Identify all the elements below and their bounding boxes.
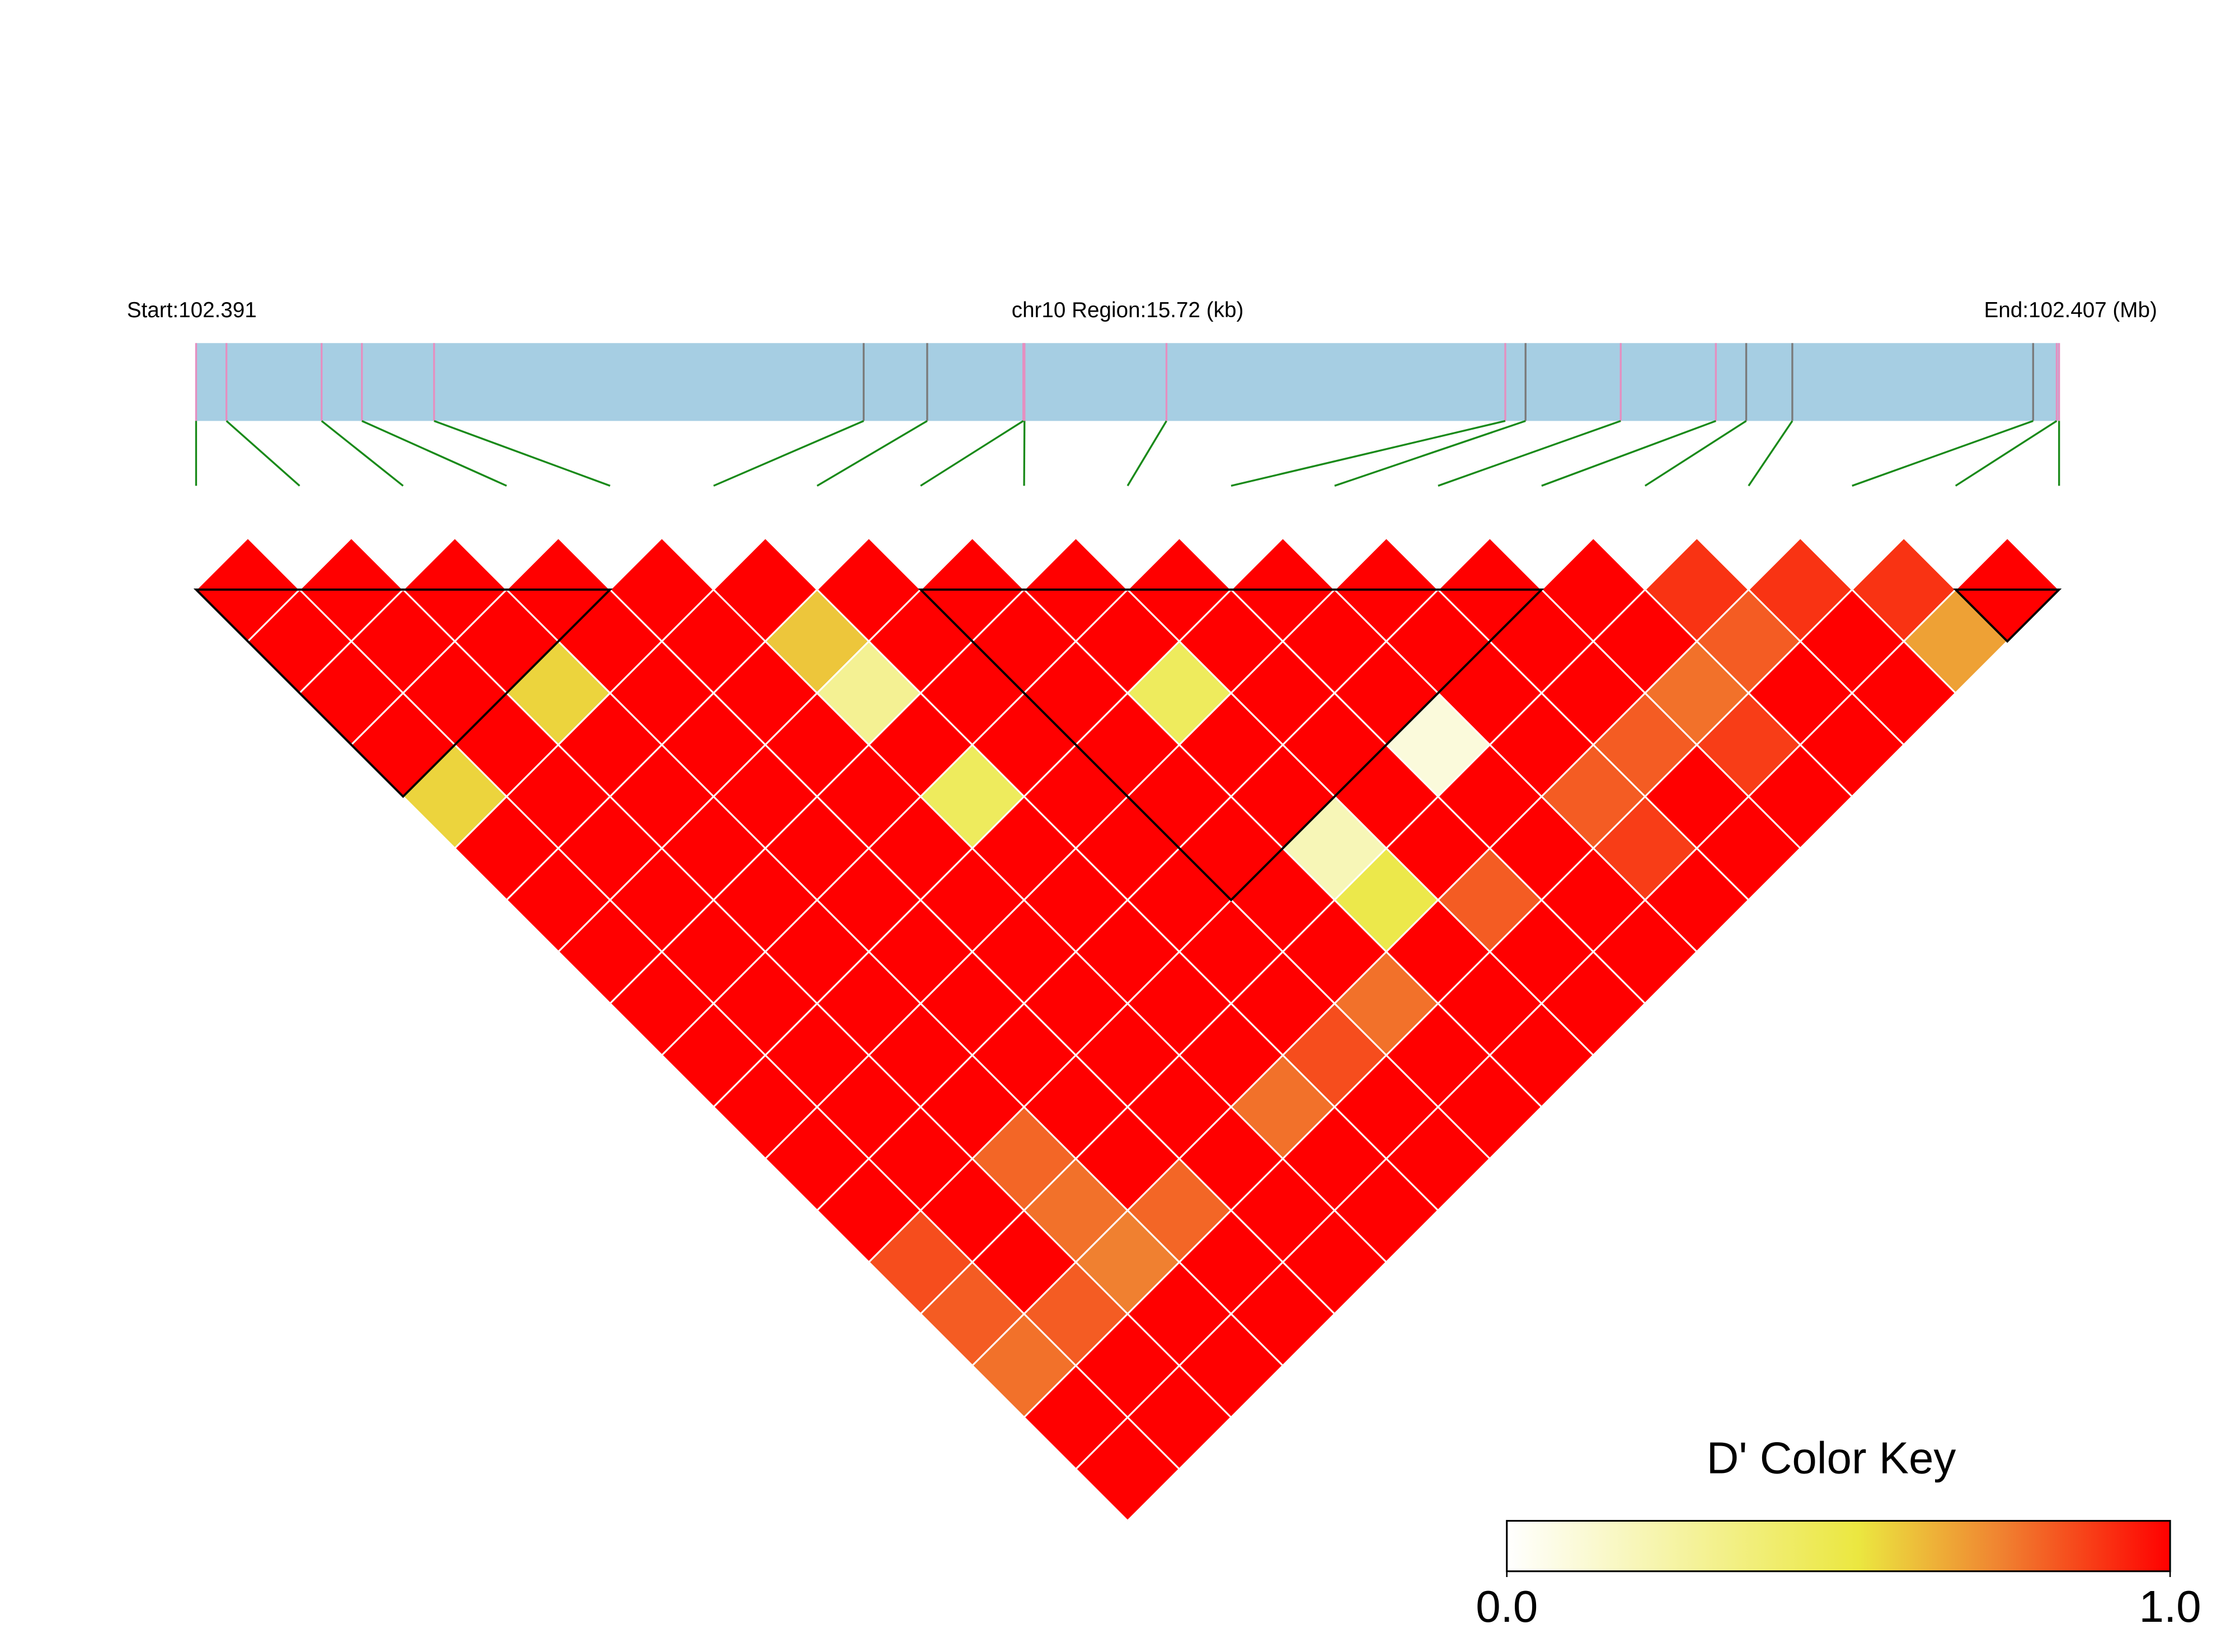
- snp-connector: [361, 420, 507, 487]
- ld-block: [1953, 588, 2062, 643]
- color-key-bar: [1506, 1519, 2171, 1573]
- snp-connector: [920, 420, 1024, 487]
- start-label: Start:102.391: [127, 298, 257, 322]
- end-label: End:102.407 (Mb): [1984, 298, 2157, 322]
- color-key-tick-label: 1.0: [2139, 1582, 2201, 1631]
- color-key-tick-label: 0.0: [1476, 1582, 1538, 1631]
- region-label: chr10 Region:15.72 (kb): [1012, 298, 1244, 322]
- snp-connector: [1852, 420, 2034, 487]
- color-key-title: D' Color Key: [1707, 1433, 1956, 1482]
- snp-connector: [1748, 420, 1793, 487]
- snp-connector: [1438, 420, 1621, 487]
- snp-connector: [321, 420, 404, 487]
- region-bar: [196, 343, 2059, 421]
- snp-connector: [816, 420, 928, 487]
- ld-block: [918, 588, 1544, 902]
- snp-connector: [1334, 420, 1526, 487]
- snp-connector: [713, 420, 865, 487]
- snp-connector: [1126, 420, 1167, 487]
- snp-connector: [226, 420, 300, 487]
- snp-connector: [1644, 420, 1747, 487]
- snp-connector: [1023, 421, 1026, 486]
- snp-connector: [1955, 420, 2058, 487]
- snp-connector: [1541, 420, 1716, 487]
- snp-connector: [1231, 420, 1506, 487]
- ld-block: [193, 588, 613, 798]
- snp-connector: [434, 420, 611, 487]
